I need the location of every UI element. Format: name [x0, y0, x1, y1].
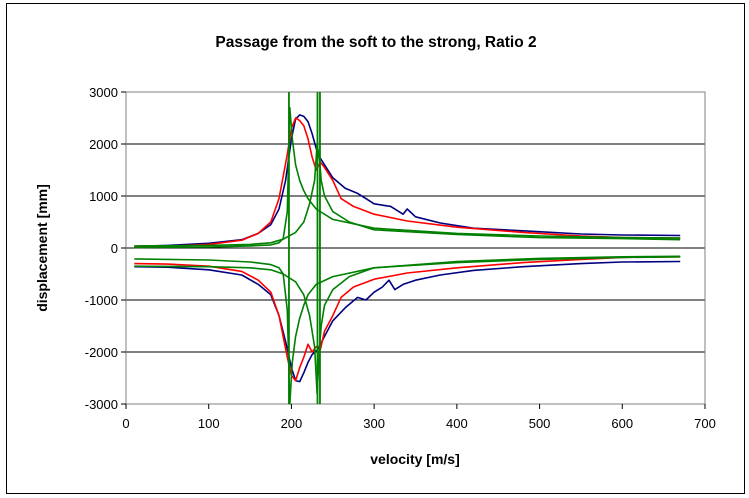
- series-line-3: [134, 117, 681, 248]
- x-tick-label: 0: [122, 416, 129, 431]
- series-line-8: [134, 255, 681, 395]
- x-tick-label: 700: [694, 416, 716, 431]
- y-tick-label: -1000: [85, 293, 118, 308]
- x-tick-label: 300: [363, 416, 385, 431]
- x-tick-label: 400: [446, 416, 468, 431]
- gridlines: [126, 91, 705, 405]
- x-tick-label: 100: [198, 416, 220, 431]
- x-tick-label: 600: [611, 416, 633, 431]
- series-line-2: [134, 260, 681, 383]
- y-tick-label: -2000: [85, 345, 118, 360]
- chart-title: Passage from the soft to the strong, Rat…: [215, 34, 536, 51]
- series-line-5: [134, 106, 681, 249]
- axes: -3000 -2000 -1000 0 1000 2000 3000 0 100 200 300 40…: [85, 85, 716, 431]
- y-tick-label: 0: [111, 241, 118, 256]
- y-tick-label: 2000: [89, 137, 118, 152]
- series-group: [134, 92, 681, 405]
- series-line-6: [134, 256, 681, 405]
- y-axis-label: displacement [mm]: [34, 184, 50, 312]
- series-line-4: [134, 256, 681, 382]
- x-tick-label: 200: [281, 416, 303, 431]
- y-tick-label: -3000: [85, 397, 118, 412]
- x-axis-label: velocity [m/s]: [370, 451, 459, 467]
- y-tick-label: 3000: [89, 85, 118, 100]
- chart-svg: Passage from the soft to the strong, Rat…: [34, 34, 716, 467]
- x-tick-label: 500: [529, 416, 551, 431]
- y-tick-label: 1000: [89, 189, 118, 204]
- series-line-1: [134, 114, 681, 248]
- chart-frame: Passage from the soft to the strong, Rat…: [6, 3, 745, 494]
